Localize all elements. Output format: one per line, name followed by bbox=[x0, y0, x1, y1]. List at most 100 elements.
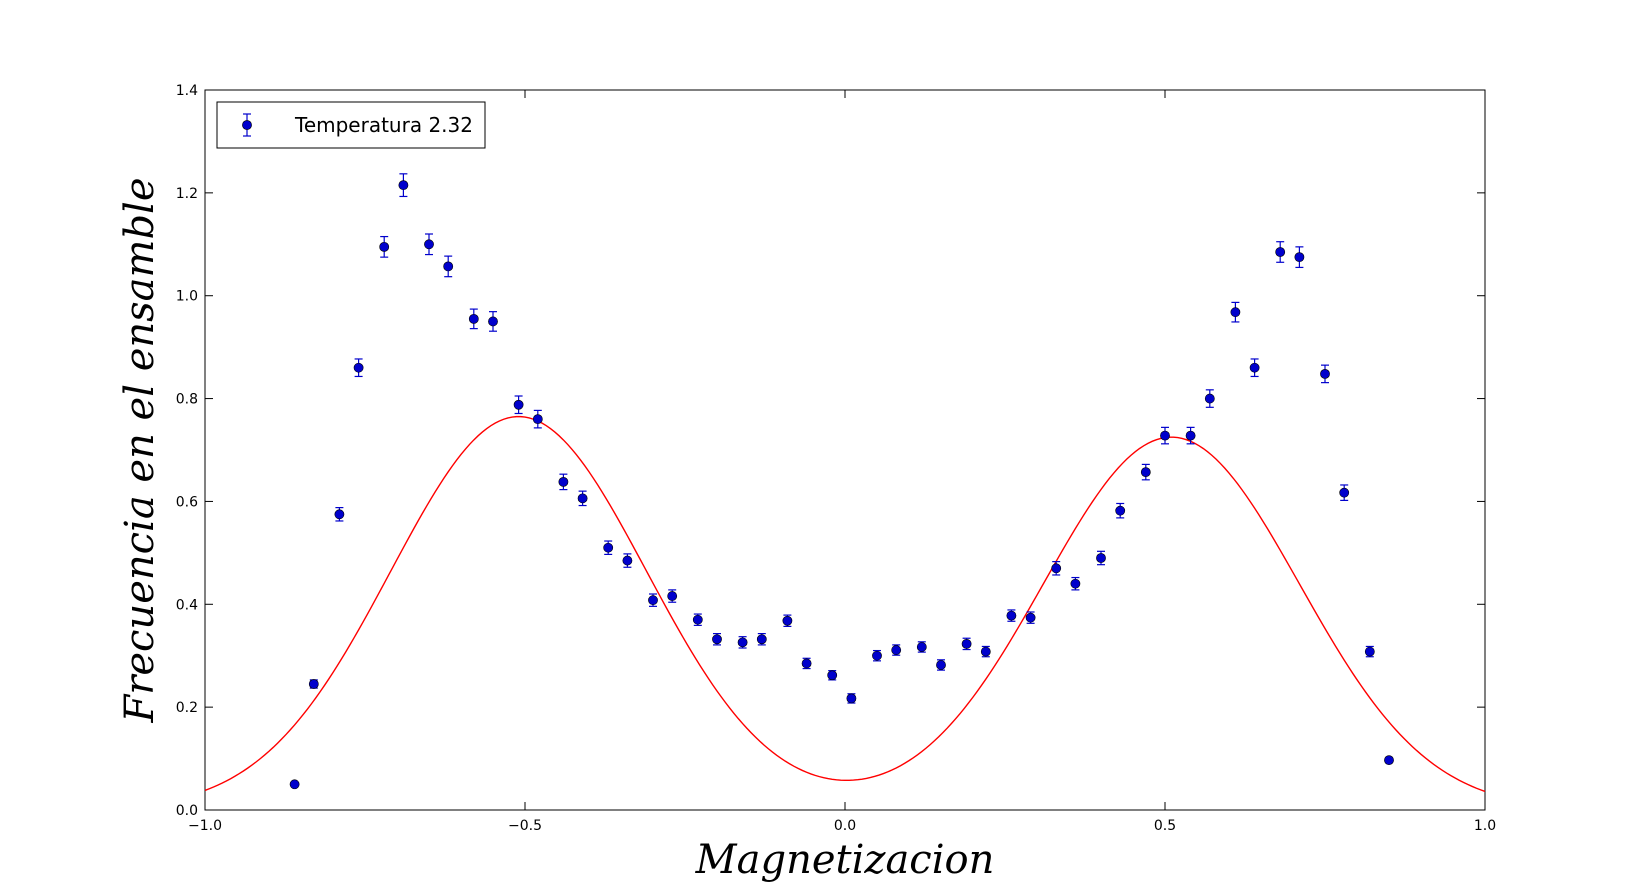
data-marker bbox=[1051, 563, 1062, 574]
data-point bbox=[891, 644, 902, 656]
data-point bbox=[1294, 246, 1305, 269]
data-marker bbox=[1006, 610, 1017, 621]
data-point bbox=[1051, 560, 1062, 576]
legend-marker bbox=[242, 113, 252, 137]
data-point bbox=[1275, 241, 1286, 263]
legend-marker-dot bbox=[242, 120, 252, 130]
legend: Temperatura 2.32 bbox=[216, 101, 486, 149]
data-marker bbox=[980, 646, 991, 657]
data-point bbox=[1249, 358, 1260, 378]
data-marker bbox=[891, 645, 902, 655]
data-point bbox=[603, 540, 614, 556]
y-axis-title: Frecuencia en el ensamble bbox=[117, 177, 163, 723]
data-point bbox=[558, 473, 569, 491]
data-marker bbox=[379, 241, 390, 252]
data-marker bbox=[1070, 578, 1081, 589]
data-marker bbox=[334, 509, 345, 520]
data-marker bbox=[532, 414, 543, 425]
data-point bbox=[1339, 484, 1350, 501]
data-marker bbox=[1025, 612, 1036, 623]
data-point bbox=[961, 637, 972, 651]
y-tick-label: 0.8 bbox=[176, 392, 198, 408]
legend-box bbox=[216, 101, 486, 149]
data-point bbox=[980, 645, 991, 658]
data-point bbox=[648, 593, 658, 607]
data-marker bbox=[1160, 430, 1170, 441]
data-point bbox=[936, 659, 946, 671]
data-point bbox=[1230, 301, 1241, 323]
data-marker bbox=[936, 660, 946, 670]
data-marker bbox=[1140, 467, 1151, 478]
data-marker bbox=[1096, 553, 1106, 563]
data-marker bbox=[801, 658, 812, 669]
data-marker bbox=[353, 362, 364, 373]
data-point bbox=[622, 553, 633, 568]
data-marker bbox=[737, 637, 748, 648]
data-point bbox=[827, 670, 838, 681]
data-point bbox=[737, 636, 748, 649]
data-marker bbox=[398, 180, 409, 191]
data-marker bbox=[692, 614, 703, 625]
data-point bbox=[756, 632, 767, 646]
y-tick-label: 0.0 bbox=[176, 803, 198, 819]
y-tick-label: 1.4 bbox=[176, 83, 198, 99]
x-tick-label: 0.0 bbox=[834, 818, 856, 834]
data-point bbox=[468, 308, 479, 330]
data-point bbox=[577, 490, 588, 507]
data-marker bbox=[603, 542, 614, 553]
data-marker bbox=[648, 595, 658, 606]
data-point bbox=[1160, 426, 1170, 445]
data-marker bbox=[1384, 755, 1394, 766]
data-marker bbox=[827, 670, 838, 681]
data-point bbox=[667, 589, 678, 603]
data-point bbox=[712, 632, 722, 646]
data-point bbox=[1185, 426, 1196, 445]
legend-label: Temperatura 2.32 bbox=[294, 113, 473, 137]
x-tick-label: 1.0 bbox=[1474, 818, 1496, 834]
data-point bbox=[1384, 755, 1394, 766]
data-point bbox=[398, 173, 409, 198]
data-point bbox=[488, 311, 498, 332]
data-marker bbox=[577, 493, 588, 504]
data-marker bbox=[667, 591, 678, 601]
data-point bbox=[1320, 364, 1330, 384]
data-marker bbox=[872, 650, 882, 661]
data-marker bbox=[782, 615, 793, 626]
data-point bbox=[692, 613, 703, 626]
data-marker bbox=[1249, 362, 1260, 373]
data-marker bbox=[961, 638, 972, 649]
y-tick-label: 0.2 bbox=[176, 700, 198, 716]
data-point bbox=[1115, 502, 1126, 519]
data-marker bbox=[513, 399, 524, 410]
data-point bbox=[379, 235, 390, 258]
y-tick-label: 0.4 bbox=[176, 597, 198, 613]
data-point bbox=[801, 657, 812, 670]
data-point bbox=[846, 693, 857, 704]
data-point bbox=[872, 649, 882, 662]
data-marker bbox=[846, 693, 857, 704]
data-point bbox=[1364, 645, 1375, 658]
fit-curve-line bbox=[204, 415, 1486, 793]
y-tick-label: 0.6 bbox=[176, 494, 198, 510]
data-point bbox=[334, 507, 345, 522]
data-marker bbox=[488, 316, 498, 327]
data-marker bbox=[916, 642, 927, 652]
x-axis-ticks: −1.0 −0.5 0.0 0.5 1.0 bbox=[188, 90, 1496, 834]
data-marker bbox=[756, 634, 767, 645]
data-point bbox=[1006, 609, 1017, 622]
x-axis-title: Magnetizacion bbox=[695, 837, 995, 883]
data-marker bbox=[1115, 505, 1126, 516]
y-axis-ticks: 0.0 0.2 0.4 0.6 0.8 1.0 1.2 1.4 bbox=[176, 83, 1485, 819]
x-tick-label: −1.0 bbox=[188, 818, 222, 834]
data-marker bbox=[468, 313, 479, 324]
data-marker bbox=[308, 679, 319, 689]
x-tick-label: −0.5 bbox=[508, 818, 542, 834]
data-point bbox=[916, 641, 927, 653]
data-point bbox=[1096, 550, 1106, 566]
data-points bbox=[289, 173, 1394, 790]
data-point bbox=[782, 614, 793, 628]
data-marker bbox=[1185, 430, 1196, 441]
data-marker bbox=[424, 239, 434, 250]
data-marker bbox=[443, 261, 454, 272]
